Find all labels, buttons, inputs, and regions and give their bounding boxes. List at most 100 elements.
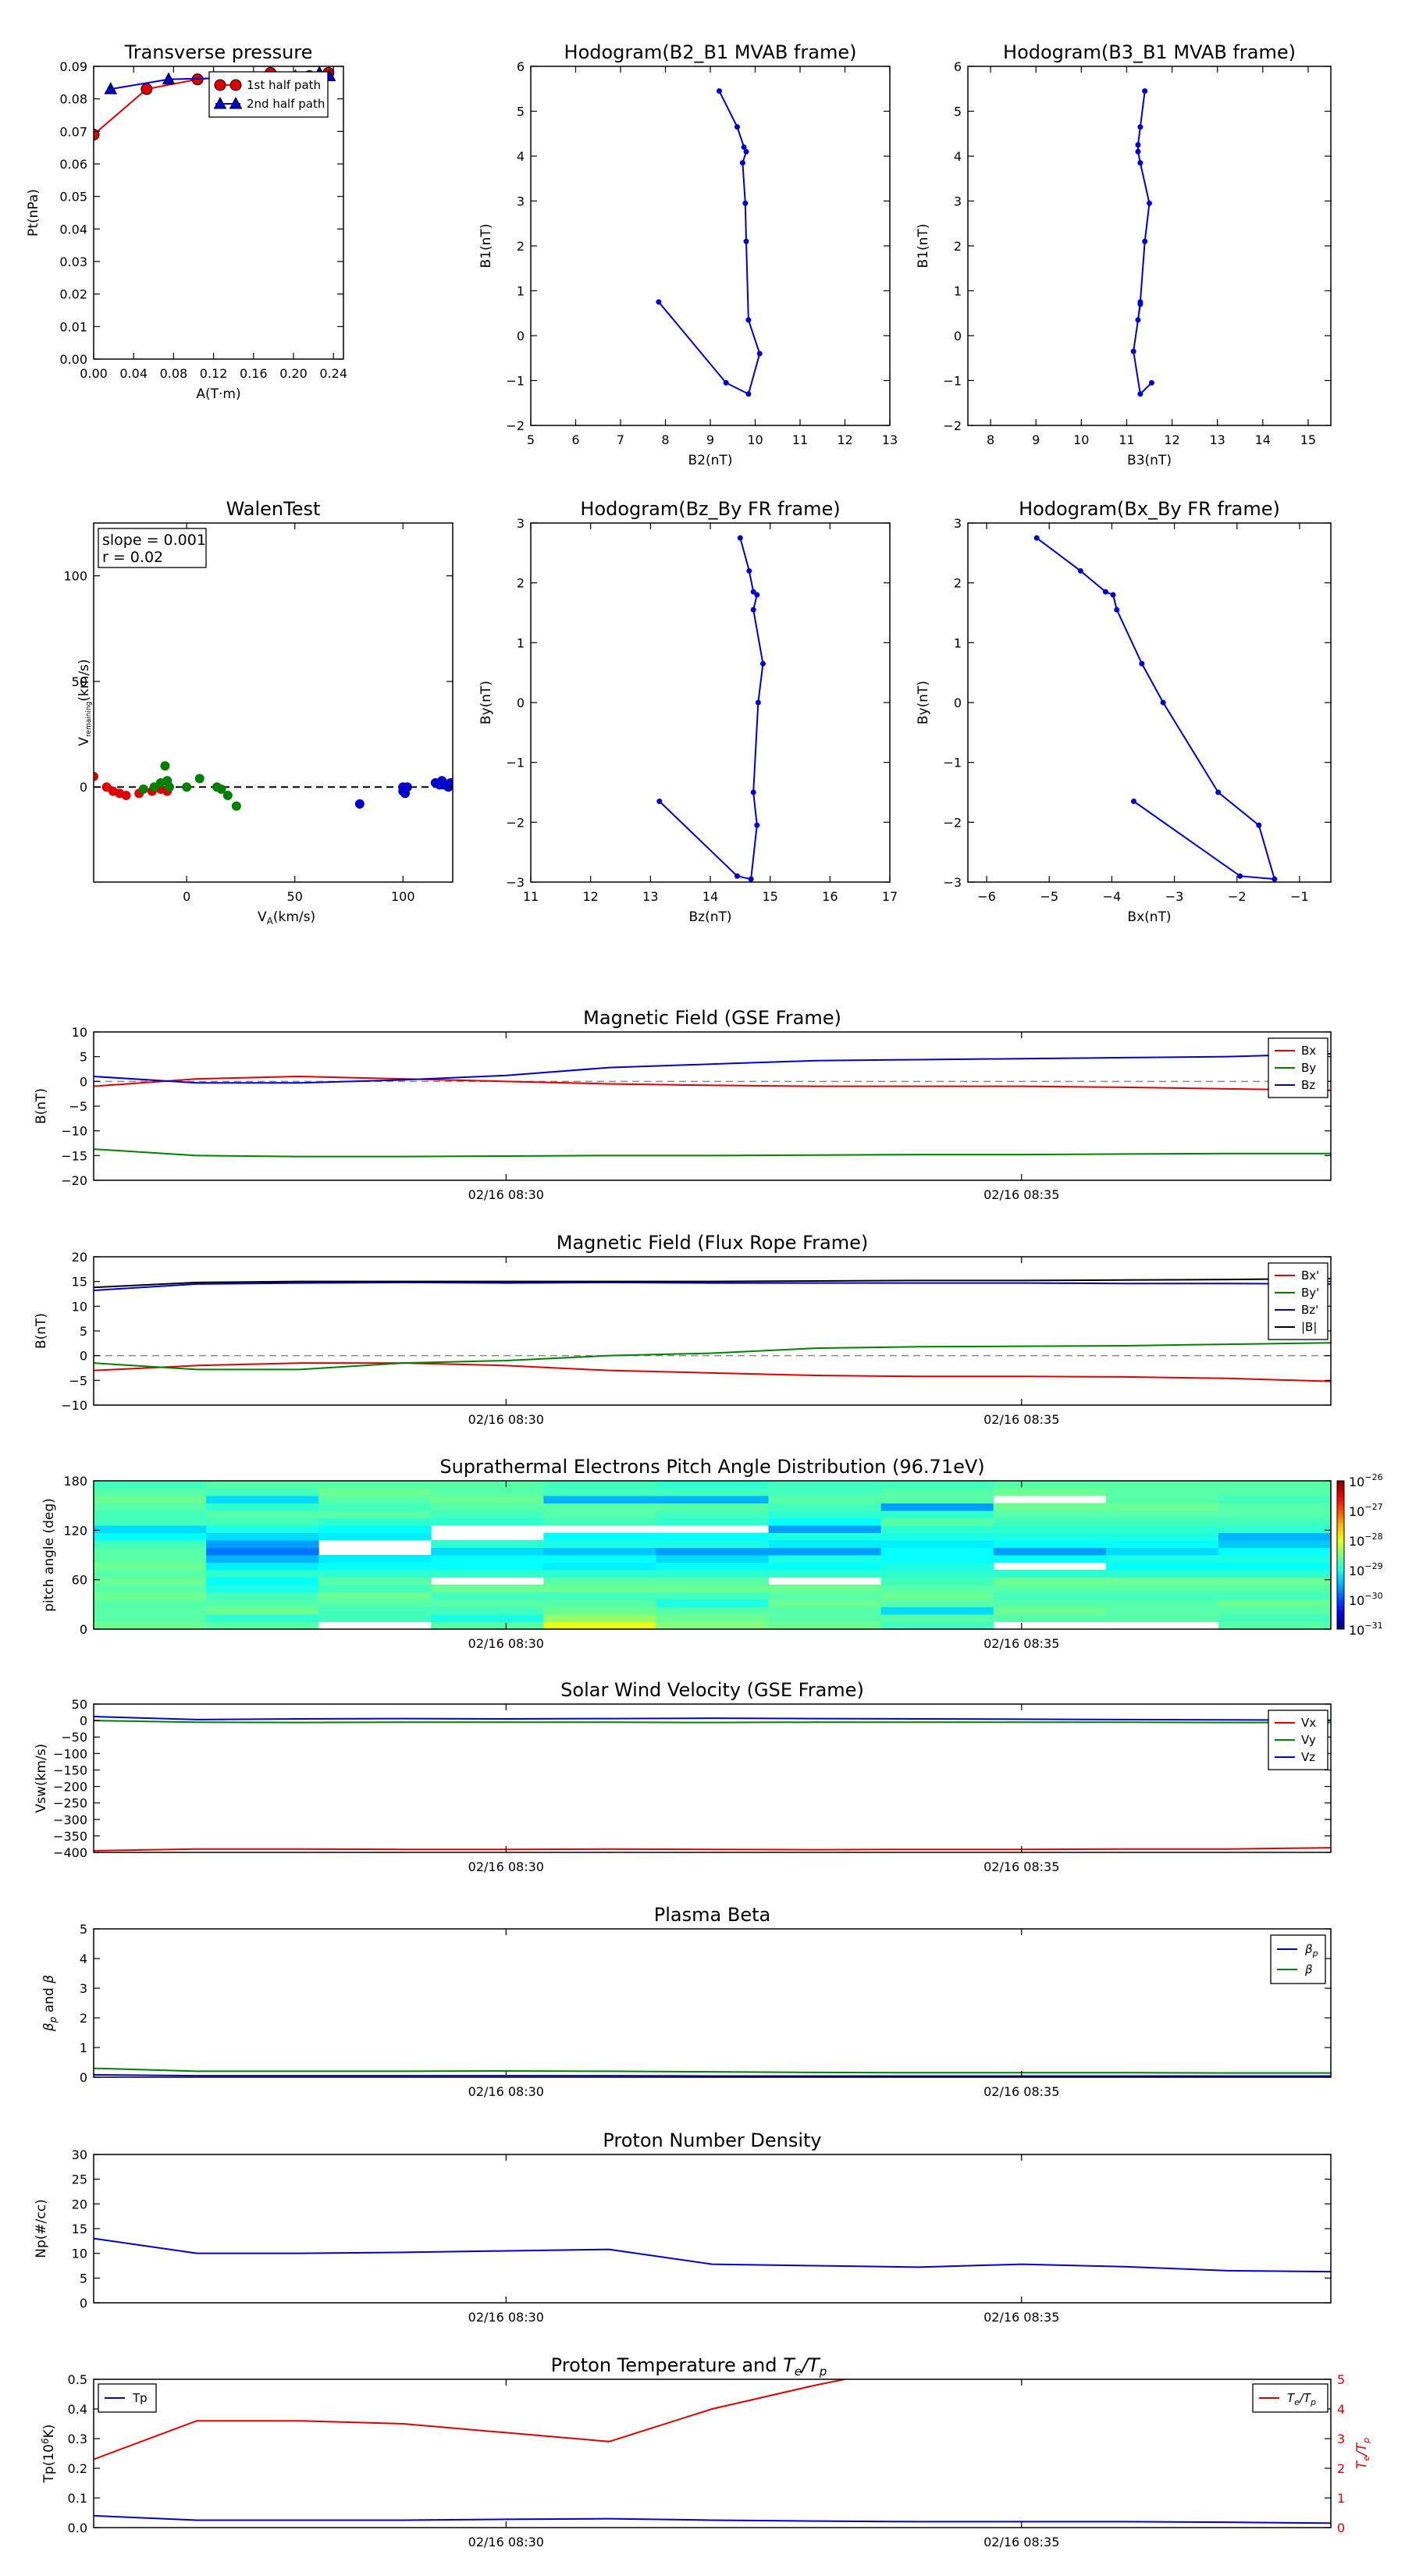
heatmap-cell xyxy=(656,1532,770,1541)
y-tick-label: 2 xyxy=(954,576,962,591)
x-axis-label: VA(km/s) xyxy=(258,909,315,927)
data-point xyxy=(140,83,153,95)
heatmap-cell xyxy=(543,1555,656,1563)
heatmap-cell xyxy=(94,1621,207,1630)
heatmap-cell xyxy=(318,1562,432,1571)
legend-label-part: p xyxy=(1310,2397,1316,2407)
axes-frame xyxy=(93,1928,1332,2078)
heatmap-cell xyxy=(94,1599,207,1607)
y-tick-label: 10 xyxy=(72,1299,87,1314)
heatmap-cell xyxy=(656,1555,770,1563)
heatmap-cell xyxy=(543,1621,656,1630)
chart-tp: 02/16 08:30 02/16 08:35 0.0 0.1 0.2 0.3 0.4 0.5… xyxy=(40,2354,1371,2549)
series-line-By' xyxy=(94,1342,1331,1371)
y-tick-label: 4 xyxy=(517,149,525,164)
y-tick-label: 120 xyxy=(63,1523,87,1538)
legend-label: 2nd half path xyxy=(247,97,325,111)
heatmap-cell xyxy=(94,1503,207,1511)
heatmap-cell xyxy=(656,1547,770,1556)
colorbar-tick-exp: −27 xyxy=(1364,1502,1382,1512)
heatmap-cell xyxy=(318,1496,432,1503)
y-tick-label: 2 xyxy=(954,239,962,254)
heatmap-cell xyxy=(206,1606,319,1615)
heatmap-cell xyxy=(206,1496,319,1503)
heatmap-cell xyxy=(880,1525,994,1533)
heatmap-cell xyxy=(94,1481,207,1489)
y-tick-label: 0 xyxy=(517,696,525,710)
x-tick-label: 02/16 08:30 xyxy=(468,2535,544,2549)
axes-frame xyxy=(967,522,1332,883)
data-point xyxy=(1033,535,1040,541)
y-axis-label-part: and xyxy=(41,1984,57,2017)
axes-frame xyxy=(93,1480,1332,1630)
heatmap-cell xyxy=(431,1621,544,1630)
x-tick-label: 02/16 08:35 xyxy=(984,1636,1059,1651)
y-axis-label: Tp(106K) xyxy=(40,2425,57,2484)
heatmap-cell xyxy=(768,1585,882,1592)
data-point xyxy=(1147,200,1152,206)
heatmap-cell xyxy=(656,1585,770,1592)
heatmap-cell xyxy=(543,1614,656,1622)
x-tick-label: 15 xyxy=(762,889,777,904)
y-tick-label: 0.5 xyxy=(68,2372,87,2387)
heatmap-cell xyxy=(1105,1547,1219,1556)
heatmap-cell xyxy=(768,1592,882,1600)
heatmap-cell xyxy=(431,1562,544,1571)
y-tick-label: 50 xyxy=(72,674,87,689)
y-tick-label: 0.05 xyxy=(59,190,87,205)
heatmap-cell xyxy=(1105,1606,1219,1615)
x-tick-label: 0.04 xyxy=(119,366,148,381)
y-axis-label-part: β xyxy=(41,2023,57,2032)
heatmap-cell xyxy=(656,1488,770,1496)
heatmap-cell xyxy=(1105,1570,1219,1578)
heatmap-cell xyxy=(880,1517,994,1526)
y-tick-label: 4 xyxy=(80,1952,87,1966)
legend-box xyxy=(1270,1934,1326,1984)
x-tick-label: 02/16 08:35 xyxy=(984,2535,1059,2549)
heatmap-cell xyxy=(94,1606,207,1615)
series-line-Bz' xyxy=(94,1281,1331,1292)
heatmap-cell xyxy=(206,1503,319,1511)
y-tick-label: 100 xyxy=(63,569,87,584)
heatmap-cell xyxy=(1218,1547,1332,1556)
heatmap-cell xyxy=(993,1592,1107,1600)
heatmap-cell xyxy=(993,1488,1107,1496)
heatmap-cell xyxy=(543,1510,656,1518)
y-tick-label: 50 xyxy=(72,1697,87,1712)
y-tick-label: 0 xyxy=(80,1074,87,1089)
data-point xyxy=(656,799,663,804)
y-tick-label: 3 xyxy=(517,194,525,209)
plot-area xyxy=(656,88,763,397)
legend-label: Te/Tp xyxy=(1287,2391,1316,2407)
heatmap-cell xyxy=(543,1488,656,1496)
plot-area xyxy=(94,2379,1331,2524)
y-tick-label: 0 xyxy=(954,696,962,710)
legend-label: By xyxy=(1301,1061,1316,1075)
label-part: e xyxy=(1361,2456,1371,2461)
axes-frame xyxy=(93,1256,1332,1406)
x-axis-label: A(T·m) xyxy=(196,386,240,402)
legend-label: βp xyxy=(1304,1942,1318,1959)
chart-title: Transverse pressure xyxy=(124,41,313,63)
heatmap-cell xyxy=(880,1592,994,1600)
y-tick-label: −2 xyxy=(943,815,962,830)
heatmap-cell xyxy=(768,1562,882,1571)
y-tick-label: 25 xyxy=(72,2172,87,2187)
data-point xyxy=(1137,160,1144,166)
y-tick-label: −2 xyxy=(506,815,525,830)
x-tick-label: 02/16 08:35 xyxy=(984,1187,1059,1202)
chart-title-math: p xyxy=(819,2364,827,2379)
heatmap-cell xyxy=(768,1510,882,1518)
data-point xyxy=(216,784,226,794)
y-tick-label: 10 xyxy=(72,1025,87,1040)
heatmap-cell xyxy=(656,1503,770,1511)
x-tick-label: 7 xyxy=(617,432,624,447)
label-part: T xyxy=(1354,2460,1370,2469)
y-tick-label: 20 xyxy=(72,2197,87,2211)
x-tick-label: 14 xyxy=(702,889,718,904)
y-right-tick-label: 4 xyxy=(1337,2402,1345,2417)
data-point xyxy=(750,789,756,795)
plot-area xyxy=(656,535,766,882)
legend-label: Vx xyxy=(1301,1716,1316,1730)
heatmap-cell xyxy=(543,1592,656,1600)
